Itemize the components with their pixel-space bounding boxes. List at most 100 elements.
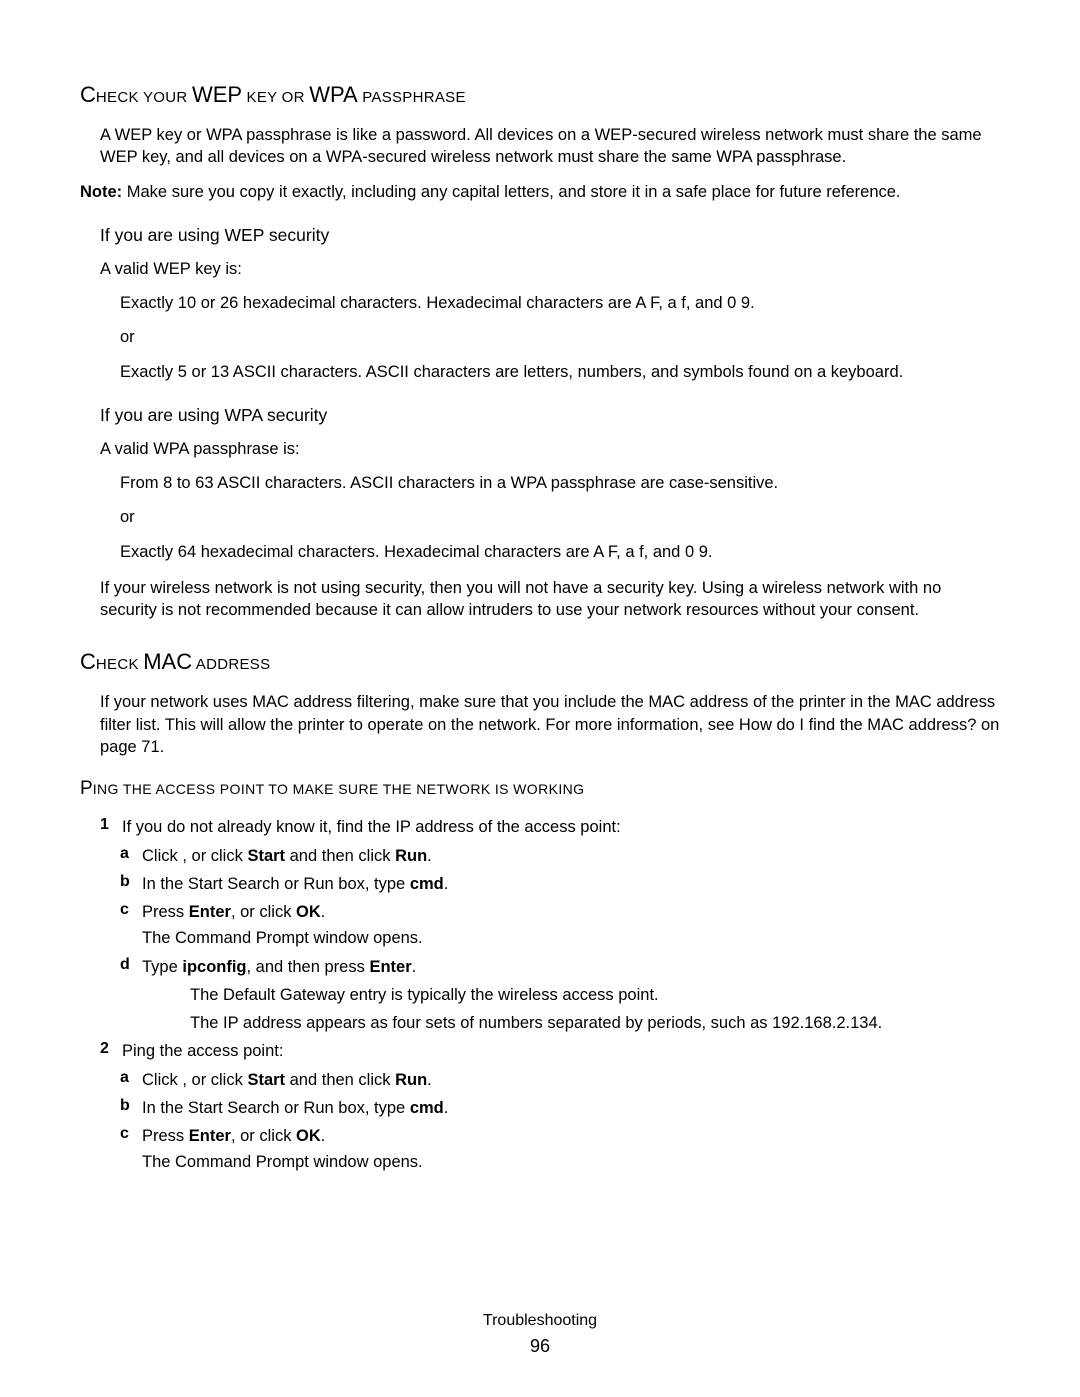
note-line: Note: Make sure you copy it exactly, inc…	[80, 181, 1000, 203]
step1c-t1: Press	[142, 903, 189, 921]
step1a-t4: and then click	[285, 847, 395, 865]
step1c-line2: The Command Prompt window opens.	[142, 927, 1000, 949]
step1d-t3: , and then press	[247, 958, 370, 976]
step1a-t1: Click	[142, 847, 182, 865]
step2-num: 2	[100, 1040, 122, 1062]
step2c-enter: Enter	[189, 1127, 231, 1145]
step2b-t3: .	[444, 1099, 449, 1117]
step1c-t3: , or click	[231, 903, 296, 921]
step1b-mark: b	[120, 873, 142, 895]
step1c-content: Press Enter, or click OK. The Command Pr…	[142, 901, 1000, 950]
step1a-mark: a	[120, 845, 142, 867]
step2c-ok: OK	[296, 1127, 321, 1145]
heading-mac: CHECK MAC ADDRESS	[80, 649, 1000, 675]
step2a-content: Click , or click Start and then click Ru…	[142, 1069, 1000, 1091]
step2c-mark: c	[120, 1125, 142, 1174]
heading1-wep: WEP	[192, 82, 242, 107]
heading1-c: C	[80, 82, 96, 107]
step1c-row: c Press Enter, or click OK. The Command …	[120, 901, 1000, 950]
step1d-enter: Enter	[369, 958, 411, 976]
wpa-bullet2: Exactly 64 hexadecimal characters. Hexad…	[120, 541, 1000, 563]
wpa-valid: A valid WPA passphrase is:	[100, 438, 1000, 460]
step1b-t3: .	[444, 875, 449, 893]
wpa-bullet1: From 8 to 63 ASCII characters. ASCII cha…	[120, 472, 1000, 494]
step1d-sub1: The Default Gateway entry is typically t…	[190, 984, 1000, 1006]
step2c-t5: .	[321, 1127, 326, 1145]
step1a-row: a Click , or click Start and then click …	[120, 845, 1000, 867]
step1d-t1: Type	[142, 958, 182, 976]
step1-text: If you do not already know it, find the …	[122, 816, 1000, 838]
step1d-sub2-text: The IP address appears as four sets of n…	[190, 1012, 882, 1034]
step2b-content: In the Start Search or Run box, type cmd…	[142, 1097, 1000, 1119]
subhead-wpa: If you are using WPA security	[100, 405, 1000, 426]
step2a-t1: Click	[142, 1071, 182, 1089]
heading1-txt1: HECK YOUR	[96, 89, 192, 106]
step1a-content: Click , or click Start and then click Ru…	[142, 845, 1000, 867]
step1b-content: In the Start Search or Run box, type cmd…	[142, 873, 1000, 895]
heading2-txt1: HECK	[96, 656, 143, 673]
step2a-t2: , or click	[182, 1071, 247, 1089]
step1a-run: Run	[395, 847, 427, 865]
step1a-t6: .	[427, 847, 432, 865]
step1c-mark: c	[120, 901, 142, 950]
step2a-start: Start	[247, 1071, 285, 1089]
step2-row: 2 Ping the access point:	[100, 1040, 1000, 1062]
step1d-t5: .	[412, 958, 417, 976]
step1b-t1: In the Start Search or Run box, type	[142, 875, 410, 893]
note-label: Note:	[80, 183, 122, 201]
step1a-t2: , or click	[182, 847, 247, 865]
para-wep-intro: A WEP key or WPA passphrase is like a pa…	[100, 124, 1000, 169]
note-text: Make sure you copy it exactly, including…	[122, 183, 900, 201]
heading3-txt: ING THE ACCESS POINT TO MAKE SURE THE NE…	[93, 781, 585, 797]
step1c-enter: Enter	[189, 903, 231, 921]
heading1-txt2: PASSPHRASE	[358, 89, 466, 106]
step1-num: 1	[100, 816, 122, 838]
heading2-txt2: ADDRESS	[192, 656, 270, 673]
step1c-t5: .	[321, 903, 326, 921]
step2c-line2: The Command Prompt window opens.	[142, 1151, 1000, 1173]
wep-or1: or	[120, 326, 1000, 348]
step2a-row: a Click , or click Start and then click …	[120, 1069, 1000, 1091]
step1d-sub1-text: The Default Gateway entry is typically t…	[190, 984, 659, 1006]
step1d-sub2: The IP address appears as four sets of n…	[190, 1012, 1000, 1034]
heading-wep-wpa: CHECK YOUR WEP KEY OR WPA PASSPHRASE	[80, 82, 1000, 108]
heading1-wpa: WPA	[309, 82, 357, 107]
heading2-c: C	[80, 649, 96, 674]
step1b-row: b In the Start Search or Run box, type c…	[120, 873, 1000, 895]
step1b-cmd: cmd	[410, 875, 444, 893]
step2a-run: Run	[395, 1071, 427, 1089]
step2a-mark: a	[120, 1069, 142, 1091]
page-number: 96	[0, 1336, 1080, 1357]
step1d-ipconfig: ipconfig	[182, 958, 246, 976]
page-footer: Troubleshooting 96	[0, 1312, 1080, 1357]
step2-text: Ping the access point:	[122, 1040, 1000, 1062]
heading1-mid: KEY OR	[242, 89, 309, 106]
step1d-row: d Type ipconfig, and then press Enter.	[120, 956, 1000, 978]
step1a-start: Start	[247, 847, 285, 865]
wep-valid: A valid WEP key is:	[100, 258, 1000, 280]
wep-bullet2: Exactly 5 or 13 ASCII characters. ASCII …	[120, 361, 1000, 383]
wep-bullet1: Exactly 10 or 26 hexadecimal characters.…	[120, 292, 1000, 314]
step2a-t6: .	[427, 1071, 432, 1089]
step2c-t1: Press	[142, 1127, 189, 1145]
para-mac: If your network uses MAC address filteri…	[100, 691, 1000, 758]
step2c-row: c Press Enter, or click OK. The Command …	[120, 1125, 1000, 1174]
step2b-row: b In the Start Search or Run box, type c…	[120, 1097, 1000, 1119]
heading-ping: PING THE ACCESS POINT TO MAKE SURE THE N…	[80, 778, 1000, 800]
step2b-t1: In the Start Search or Run box, type	[142, 1099, 410, 1117]
footer-label: Troubleshooting	[0, 1312, 1080, 1330]
step2a-t4: and then click	[285, 1071, 395, 1089]
step2b-mark: b	[120, 1097, 142, 1119]
para-nosecurity: If your wireless network is not using se…	[100, 577, 1000, 622]
step2c-content: Press Enter, or click OK. The Command Pr…	[142, 1125, 1000, 1174]
step2c-t3: , or click	[231, 1127, 296, 1145]
step1c-ok: OK	[296, 903, 321, 921]
subhead-wep: If you are using WEP security	[100, 225, 1000, 246]
step2b-cmd: cmd	[410, 1099, 444, 1117]
step1d-content: Type ipconfig, and then press Enter.	[142, 956, 1000, 978]
step1-row: 1 If you do not already know it, find th…	[100, 816, 1000, 838]
heading2-mac: MAC	[143, 649, 192, 674]
step1d-mark: d	[120, 956, 142, 978]
heading3-p: P	[80, 778, 93, 799]
wpa-or1: or	[120, 506, 1000, 528]
